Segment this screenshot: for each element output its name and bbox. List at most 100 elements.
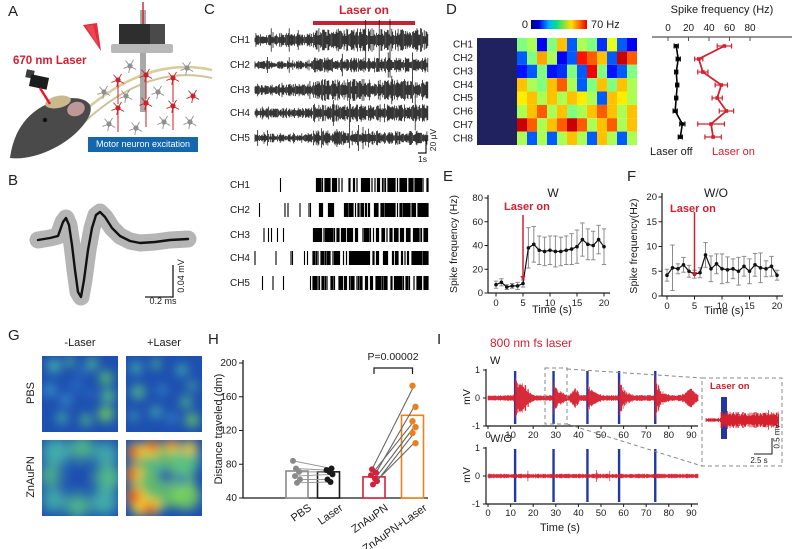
- heatmap-cell: [577, 78, 587, 92]
- heatmap-cell: [527, 118, 537, 132]
- panel-d-charts: CH1 CH2 CH3 CH4 CH5 CH6 CH7 CH8 0 20 40 60 80: [453, 23, 792, 145]
- i-ylabel-wo: mV: [461, 467, 473, 483]
- data-point: [542, 249, 547, 254]
- panel-d-label: D: [446, 1, 457, 18]
- y-tick-label: 1: [475, 365, 480, 375]
- ephys-trace-CH3: [254, 75, 429, 105]
- data-point: [742, 264, 746, 269]
- heatmap-cell: [577, 91, 587, 105]
- motor-neuron-caption: Motor neuron excitation: [88, 137, 198, 152]
- x-tick-label: 15: [572, 298, 583, 309]
- heatmap-cell: [617, 104, 627, 119]
- legend-laser-on: Laser on: [712, 146, 755, 158]
- pair-line: [370, 420, 415, 476]
- heatmap-cell: [557, 104, 567, 119]
- data-point: [515, 284, 520, 288]
- pair-line: [372, 442, 415, 485]
- ephys-trace-CH2: [254, 52, 429, 78]
- profile-tick-label: 20: [683, 23, 695, 34]
- x-tick-label: 0: [664, 301, 669, 312]
- x-tick-label: 90: [686, 508, 697, 519]
- data-point: [709, 122, 713, 126]
- x-tick-label: 40: [573, 508, 584, 519]
- panel-a-label: A: [8, 3, 19, 20]
- data-point: [709, 266, 713, 271]
- x-tick-label: 20: [528, 508, 539, 519]
- data-point: [715, 96, 719, 100]
- profile-tick-label: 40: [703, 23, 715, 34]
- heatmap-cell: [587, 118, 597, 132]
- heatmap-cell: [517, 131, 527, 145]
- data-point: [670, 265, 675, 270]
- panel-h-label: H: [208, 331, 219, 348]
- raster-channel-label: CH2: [230, 205, 250, 216]
- panel-c-label: C: [204, 1, 215, 18]
- heatmap-cell: [627, 78, 637, 92]
- data-point: [675, 83, 680, 87]
- heatmap-cell: [557, 131, 567, 145]
- spike-sd-band: [29, 203, 197, 306]
- heatmap-channel-label: CH1: [453, 40, 473, 51]
- y-tick-label: 160: [220, 392, 237, 403]
- heatmap-cell: [627, 51, 637, 65]
- y-tick-label: 20: [472, 264, 483, 275]
- i-inset-voltage-scale: 0.5 mv: [772, 424, 782, 449]
- heatmap-cell: [587, 64, 597, 79]
- y-tick-label: 0: [478, 288, 483, 299]
- f-laser-annotation: Laser on: [670, 203, 716, 215]
- i-row-wo-label: W/O: [490, 433, 512, 445]
- soma: [101, 89, 107, 95]
- trace-channel-label: CH2: [230, 60, 250, 71]
- data-point: [521, 281, 525, 286]
- heatmap-cell: [527, 91, 537, 105]
- x-tick-label: 10: [505, 508, 516, 519]
- heatmap-cell: [537, 51, 547, 65]
- data-point: [564, 248, 568, 253]
- heatmap-cell: [537, 78, 547, 92]
- soma: [170, 103, 176, 109]
- heatmap-cell: [627, 131, 637, 145]
- pair-line: [374, 426, 415, 479]
- mouse-eye: [42, 117, 48, 123]
- f-xlabel: Time (s): [704, 305, 744, 317]
- y-tick-label: 10: [646, 242, 657, 253]
- profile-line-laser-off: [674, 45, 684, 138]
- data-point: [701, 70, 705, 74]
- heatmap-cell: [597, 51, 607, 65]
- heatmap-cell: [547, 91, 557, 105]
- panel-b-waveform: [29, 203, 197, 306]
- panel-f-chart: 0 5 10 15 20 0 5 10 15 20: [646, 192, 783, 312]
- data-point: [674, 96, 679, 100]
- heatmap-cell: [607, 51, 617, 65]
- heatmap-cell: [567, 118, 577, 132]
- data-point: [526, 246, 531, 250]
- c-voltage-scale-label: 20 μV: [428, 128, 438, 152]
- data-point: [676, 266, 680, 271]
- i-inset-time-scale: 2.5 s: [750, 456, 768, 465]
- data-point: [532, 242, 536, 247]
- x-tick-label: 70: [641, 508, 652, 519]
- heatmap-cell: [607, 131, 617, 145]
- heatmap-cell: [587, 131, 597, 145]
- heatmap-cell: [527, 64, 537, 79]
- x-tick-label: 15: [744, 301, 755, 312]
- y-tick-label: -1: [472, 499, 480, 509]
- scatter-point: [409, 418, 416, 425]
- heatmap-cell: [617, 51, 627, 65]
- panel-f-label: F: [627, 168, 637, 185]
- heatmap-cell: [577, 38, 587, 52]
- excited-neuron: [166, 71, 180, 102]
- raster-channel-label: CH3: [230, 230, 250, 241]
- heatmap-cell: [557, 78, 567, 92]
- heatmap-cell: [627, 104, 637, 119]
- heatmap-channel-label: CH3: [453, 66, 473, 77]
- x-tick-label: 80: [664, 430, 675, 441]
- heatmap-cell: [577, 131, 587, 145]
- heatmap-channel-label: CH6: [453, 107, 473, 118]
- scatter-point: [412, 403, 419, 411]
- panel-g-label: G: [8, 327, 20, 344]
- i-xlabel: Time (s): [540, 522, 580, 534]
- heatmap-cell: [587, 38, 597, 52]
- heatmap-cell: [617, 64, 627, 79]
- heatmap-cell: [557, 64, 567, 79]
